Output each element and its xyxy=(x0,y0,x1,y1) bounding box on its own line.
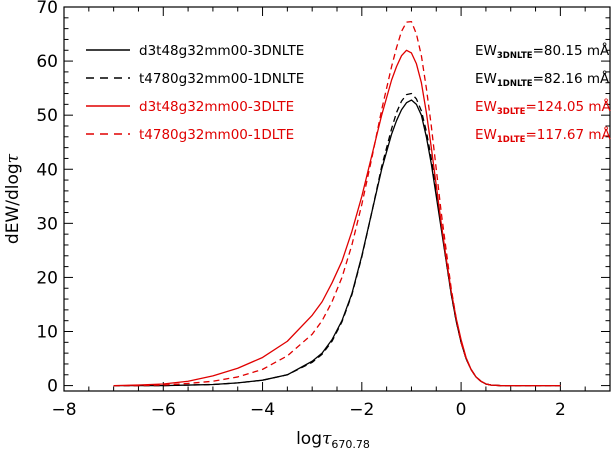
x-tick-label: 2 xyxy=(555,400,566,420)
y-tick-label: 60 xyxy=(36,52,58,72)
y-axis-title-prefix: dEW/dlog xyxy=(3,163,23,244)
x-tick-label: −8 xyxy=(51,400,76,420)
legend-label-2: t4780g32mm00-1DNLTE xyxy=(139,71,304,87)
x-tick-label: −4 xyxy=(250,400,275,420)
x-axis-title-subscript: 670.78 xyxy=(331,438,370,450)
plot-frame xyxy=(63,6,611,392)
y-tick-label: 10 xyxy=(36,323,58,343)
ew-label-3: EW3DLTE=124.05 mÅ xyxy=(475,98,611,117)
y-tick-label: 70 xyxy=(36,0,58,18)
y-tick-label: 30 xyxy=(36,214,58,234)
axis-ticks xyxy=(63,6,611,391)
series-line-4 xyxy=(113,20,561,387)
legend: d3t48g32mm00-3DNLTE t4780g32mm00-1DNLTE d3… xyxy=(86,43,304,143)
x-tick-label: 0 xyxy=(456,400,467,420)
legend-label-1: d3t48g32mm00-3DNLTE xyxy=(139,43,304,59)
ew-label-2: EW1DNLTE=82.16 mÅ xyxy=(475,70,610,89)
ew-label-4: EW1DLTE=117.67 mÅ xyxy=(475,126,611,145)
legend-label-4: t4780g32mm00-1DLTE xyxy=(139,127,294,143)
x-axis-title-prefix: log xyxy=(296,429,322,449)
x-axis-title: logτ670.78 xyxy=(296,429,370,450)
series-lines xyxy=(113,20,561,387)
y-tick-label: 0 xyxy=(47,377,58,397)
y-tick-label: 50 xyxy=(36,106,58,126)
y-axis-title-tau: τ xyxy=(3,153,23,163)
ew-annotations: EW3DNLTE=80.15 mÅ EW1DNLTE=82.16 mÅ EW3DLT… xyxy=(475,42,611,145)
y-tick-label: 20 xyxy=(36,268,58,288)
x-tick-label: −6 xyxy=(151,400,176,420)
y-tick-label: 40 xyxy=(36,160,58,180)
legend-label-3: d3t48g32mm00-3DLTE xyxy=(139,99,294,115)
y-axis-title: dEW/dlogτ xyxy=(3,153,23,244)
x-axis-title-tau: τ xyxy=(322,429,332,449)
x-tick-label: −2 xyxy=(349,400,374,420)
ew-label-1: EW3DNLTE=80.15 mÅ xyxy=(475,42,610,61)
